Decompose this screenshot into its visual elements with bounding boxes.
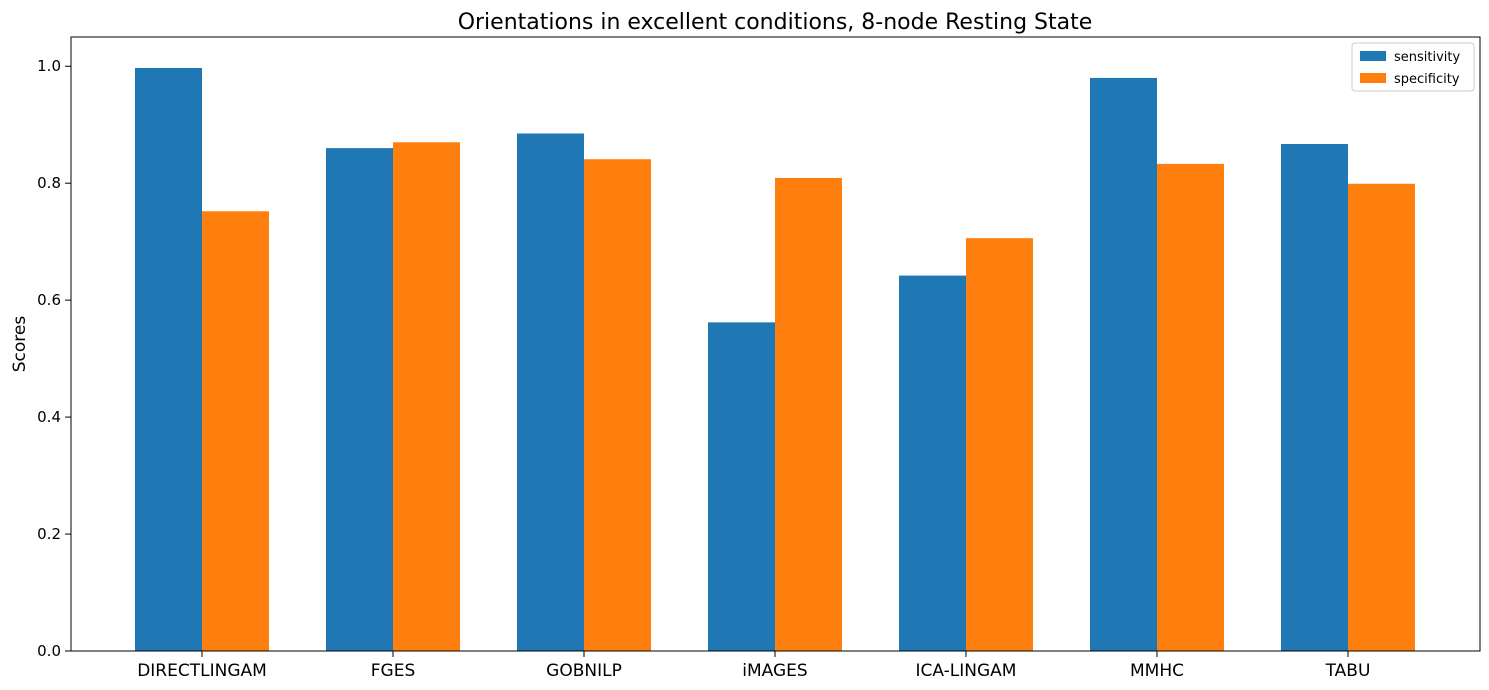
bar-specificity-directlingam bbox=[202, 211, 269, 652]
x-tick-label: MMHC bbox=[1130, 661, 1184, 681]
bar-specificity-gobnilp bbox=[584, 159, 651, 651]
x-tick-label: iMAGES bbox=[742, 661, 807, 681]
chart-title: Orientations in excellent conditions, 8-… bbox=[458, 10, 1093, 35]
legend: sensitivity specificity bbox=[1351, 42, 1475, 92]
bar-sensitivity-tabu bbox=[1281, 144, 1348, 652]
x-tick-label: FGES bbox=[371, 661, 415, 681]
y-axis-ticks: 0.0 0.2 0.4 0.6 0.8 1.0 bbox=[37, 57, 71, 660]
bar-specificity-fges bbox=[393, 142, 460, 651]
y-tick-label: 0.6 bbox=[37, 291, 61, 309]
x-axis-ticks: DIRECTLINGAM FGES GOBNILP iMAGES ICA-LINGAM M… bbox=[137, 651, 1370, 681]
bar-sensitivity-directlingam bbox=[135, 67, 202, 652]
bar-specificity-tabu bbox=[1348, 183, 1415, 651]
y-tick-label: 0.4 bbox=[37, 408, 61, 426]
legend-swatch-specificity bbox=[1360, 73, 1386, 83]
legend-label-sensitivity: sensitivity bbox=[1394, 50, 1461, 65]
x-tick-label: ICA-LINGAM bbox=[916, 661, 1017, 681]
bar-sensitivity-fges bbox=[326, 148, 393, 651]
y-tick-label: 0.2 bbox=[37, 525, 61, 543]
plot-frame bbox=[70, 36, 1481, 652]
bar-specificity-images bbox=[775, 177, 842, 651]
y-tick-label: 0.0 bbox=[37, 642, 61, 660]
legend-swatch-sensitivity bbox=[1360, 51, 1386, 61]
bars-group bbox=[135, 67, 1415, 652]
bar-specificity-mmhc bbox=[1157, 163, 1224, 652]
y-tick-label: 1.0 bbox=[37, 57, 61, 75]
bar-specificity-ica-lingam bbox=[966, 238, 1033, 652]
bar-sensitivity-mmhc bbox=[1090, 77, 1157, 651]
x-tick-label: DIRECTLINGAM bbox=[137, 661, 267, 681]
y-tick-label: 0.8 bbox=[37, 174, 61, 192]
bar-sensitivity-gobnilp bbox=[517, 133, 584, 651]
legend-label-specificity: specificity bbox=[1394, 72, 1460, 87]
x-tick-label: TABU bbox=[1325, 661, 1371, 681]
x-tick-label: GOBNILP bbox=[546, 661, 622, 681]
bar-sensitivity-images bbox=[708, 322, 775, 651]
y-axis-label: Scores bbox=[10, 316, 30, 373]
bar-sensitivity-ica-lingam bbox=[899, 275, 966, 651]
